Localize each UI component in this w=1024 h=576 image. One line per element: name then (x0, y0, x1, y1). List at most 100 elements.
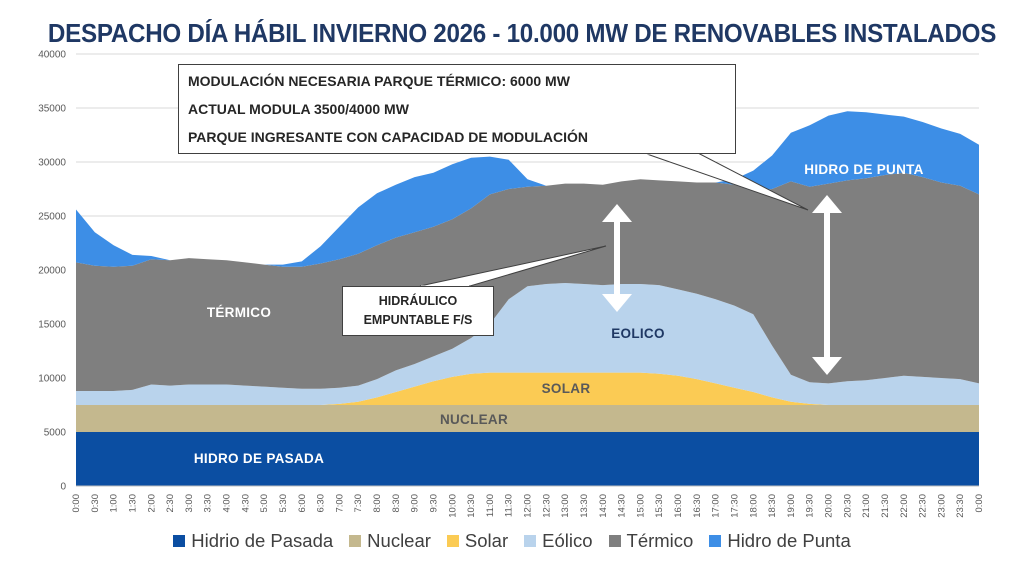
x-tick-label: 16:00 (673, 494, 684, 518)
x-tick-label: 21:30 (880, 494, 891, 518)
label-nuclear: NUCLEAR (440, 412, 508, 427)
legend-swatch (608, 535, 621, 547)
legend-label: Nuclear (367, 530, 431, 551)
x-tick-label: 9:00 (410, 494, 421, 513)
y-tick-label: 35000 (38, 104, 66, 115)
chart-title: DESPACHO DÍA HÁBIL INVIERNO 2026 - 10.00… (47, 18, 997, 48)
x-tick-label: 0:30 (90, 494, 101, 513)
x-tick-label: 6:30 (316, 494, 327, 513)
y-tick-label: 20000 (38, 266, 66, 277)
x-tick-label: 23:30 (955, 494, 966, 518)
x-tick-label: 17:00 (711, 494, 722, 518)
area-hidrio-de-pasada (76, 432, 979, 486)
area-eólico (76, 283, 979, 405)
y-tick-label: 40000 (38, 50, 66, 61)
hydro-callout-line-2: EMPUNTABLE F/S (363, 313, 473, 327)
x-tick-label: 13:00 (560, 494, 571, 518)
label-solar: SOLAR (542, 381, 591, 396)
legend-item-hidro-punta: Hidro de Punta (709, 530, 851, 552)
legend-swatch (709, 535, 722, 547)
callout-line-1: MODULACIÓN NECESARIA PARQUE TÉRMICO: 600… (188, 73, 570, 89)
x-tick-label: 20:00 (824, 494, 835, 518)
x-tick-label: 0:00 (71, 494, 82, 513)
x-tick-label: 18:00 (748, 494, 759, 518)
legend-item-eolico: Eólico (524, 530, 593, 552)
label-eolico: EOLICO (611, 326, 665, 341)
legend-label: Eólico (542, 530, 593, 551)
x-tick-label: 10:30 (466, 494, 477, 518)
x-tick-label: 16:30 (692, 494, 703, 518)
y-tick-label: 25000 (38, 212, 66, 223)
x-tick-label: 8:00 (372, 494, 383, 513)
chart-legend: Hidrio de Pasada Nuclear Solar Eólico Té… (0, 530, 1024, 552)
x-tick-label: 2:00 (146, 494, 157, 513)
x-tick-label: 5:30 (278, 494, 289, 513)
legend-item-solar: Solar (446, 530, 508, 552)
modulation-callout: MODULACIÓN NECESARIA PARQUE TÉRMICO: 600… (178, 64, 736, 154)
x-tick-label: 11:30 (504, 494, 515, 517)
x-tick-label: 7:30 (353, 494, 364, 513)
x-tick-label: 9:30 (428, 494, 439, 513)
hydro-callout-line-1: HIDRÁULICO (378, 294, 458, 308)
x-tick-label: 4:00 (222, 494, 233, 513)
x-tick-label: 2:30 (165, 494, 176, 513)
hydro-callout: HIDRÁULICO EMPUNTABLE F/S (342, 286, 494, 336)
area-hidro-de-punta (76, 111, 979, 267)
area-nuclear (76, 405, 979, 432)
callout-line-2: ACTUAL MODULA 3500/4000 MW (188, 101, 409, 117)
y-tick-label: 0 (60, 482, 66, 493)
y-tick-label: 15000 (38, 320, 66, 331)
area-series (76, 111, 979, 487)
x-tick-label: 1:00 (109, 494, 120, 513)
callout-line-3: PARQUE INGRESANTE CON CAPACIDAD DE MODUL… (188, 129, 589, 145)
y-axis-ticks: 0 5000 10000 15000 20000 25000 30000 35000 40000 (38, 50, 66, 493)
arrow-head-up (602, 204, 632, 222)
x-tick-label: 23:00 (936, 494, 947, 518)
legend-swatch (349, 535, 362, 547)
stacked-area-chart: 0 5000 10000 15000 20000 25000 30000 35000 40000… (38, 50, 985, 518)
x-tick-label: 21:00 (861, 494, 872, 518)
x-tick-label: 18:30 (767, 494, 778, 518)
x-tick-label: 22:30 (918, 494, 929, 518)
y-tick-label: 5000 (44, 428, 67, 439)
x-tick-label: 11:00 (485, 494, 496, 517)
label-hidro_pasada: HIDRO DE PASADA (194, 451, 324, 466)
x-tick-label: 6:00 (297, 494, 308, 513)
x-tick-label: 22:00 (899, 494, 910, 518)
x-tick-label: 17:30 (729, 494, 740, 518)
x-tick-label: 15:30 (654, 494, 665, 518)
y-tick-label: 30000 (38, 158, 66, 169)
x-tick-label: 4:30 (240, 494, 251, 513)
area-solar (76, 372, 979, 405)
area-labels: HIDRO DE PASADA NUCLEAR SOLAR EOLICO TÉRMICO… (194, 162, 924, 466)
x-tick-label: 8:30 (391, 494, 402, 513)
legend-swatch (173, 535, 186, 547)
legend-swatch (524, 535, 537, 547)
label-hidro_punta: HIDRO DE PUNTA (804, 162, 923, 177)
x-tick-label: 12:30 (541, 494, 552, 518)
x-tick-label: 1:30 (127, 494, 138, 513)
arrow-head-down (602, 294, 632, 312)
label-termico: TÉRMICO (207, 305, 271, 320)
x-tick-label: 14:30 (617, 494, 628, 518)
annotation-arrows (602, 195, 842, 375)
legend-item-nuclear: Nuclear (349, 530, 431, 552)
modulation-arrow-midday (602, 204, 632, 312)
legend-item-termico: Térmico (608, 530, 694, 552)
x-axis-ticks: 0:00 0:30 1:00 1:30 2:00 2:30 3:00 3:30 4:00 4:30… (71, 494, 985, 518)
x-tick-label: 10:00 (447, 494, 458, 518)
arrow-head-up (812, 195, 842, 213)
modulation-arrow-night (812, 195, 842, 375)
x-tick-label: 3:30 (203, 494, 214, 513)
legend-item-hidro-pasada: Hidrio de Pasada (173, 530, 333, 552)
x-tick-label: 3:00 (184, 494, 195, 513)
legend-label: Térmico (626, 530, 694, 551)
x-tick-label: 7:00 (334, 494, 345, 513)
x-tick-label: 20:30 (842, 494, 853, 518)
y-tick-label: 10000 (38, 374, 66, 385)
x-tick-label: 12:00 (523, 494, 534, 518)
legend-label: Hidro de Punta (727, 530, 851, 551)
area-térmico (76, 172, 979, 391)
legend-swatch (446, 535, 459, 547)
x-tick-label: 14:00 (598, 494, 609, 518)
